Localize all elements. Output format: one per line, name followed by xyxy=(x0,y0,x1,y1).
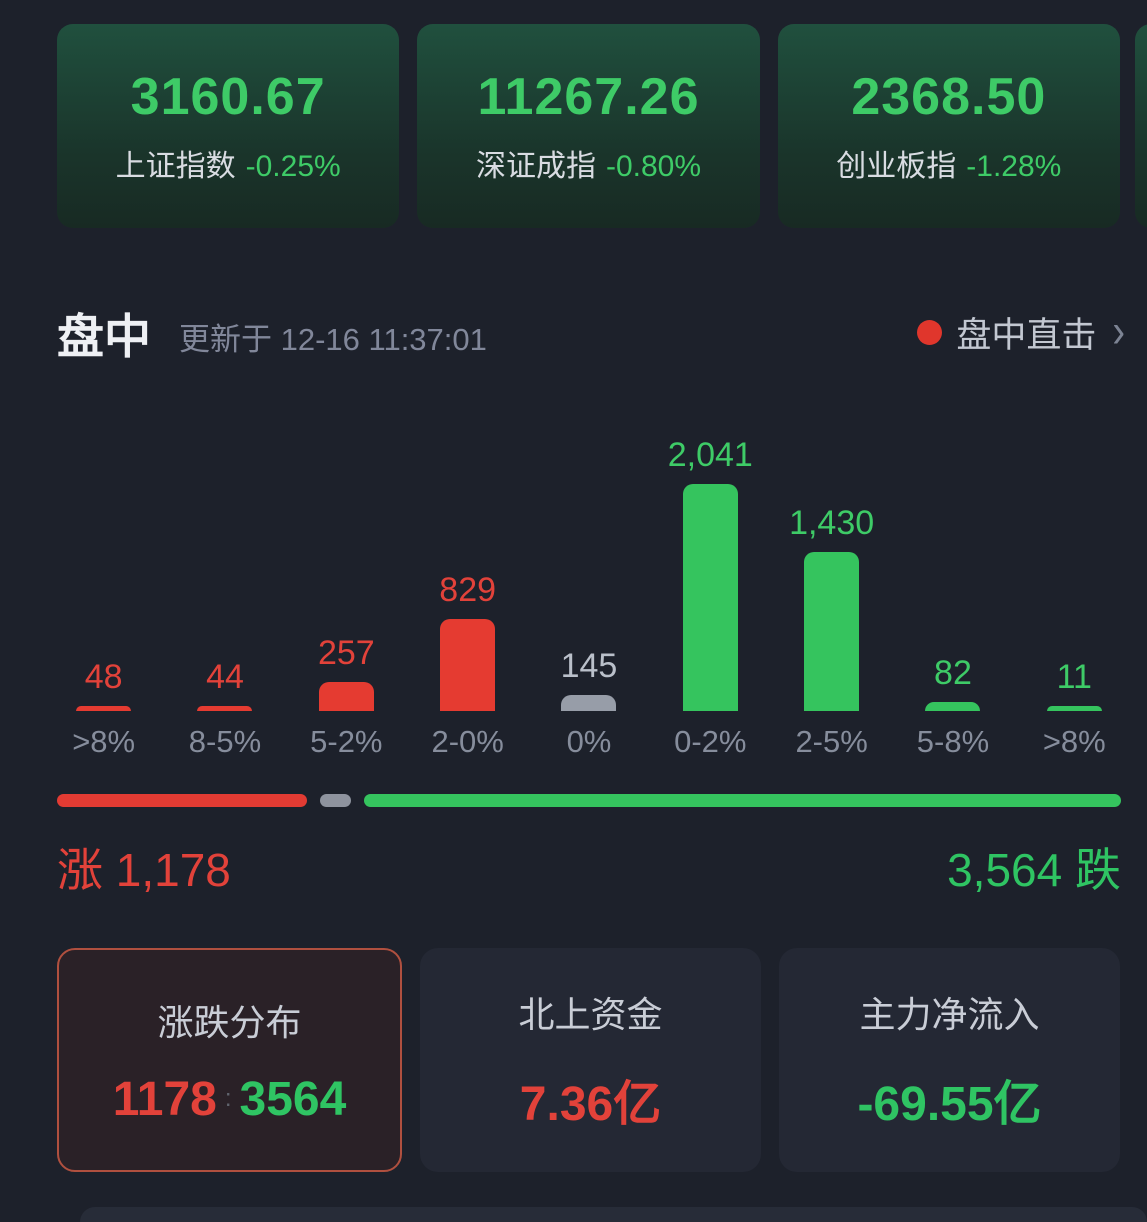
advance-decline-ratio-bar xyxy=(57,794,1121,807)
section-title: 盘中 xyxy=(57,309,151,363)
distribution-down-value: 3564 xyxy=(239,1072,347,1126)
bar-category-label: 5-8% xyxy=(916,724,990,759)
advancers-count: 涨 1,178 xyxy=(57,844,231,896)
decliners-count: 3,564 跌 xyxy=(947,844,1121,896)
bar-category-label: 2-0% xyxy=(431,724,504,759)
live-dot-icon xyxy=(917,319,943,345)
distribution-chart: 48 >8% 44 8-5% 257 5-2% 829 2-0% 145 0% 2,041 0-2% 1… xyxy=(43,425,1135,760)
bar xyxy=(1046,706,1102,711)
chart-column-2-0%: 829 2-0% xyxy=(407,425,528,760)
chevron-right-icon: › xyxy=(1112,305,1125,358)
chart-column-8-5%: 44 8-5% xyxy=(164,425,285,760)
ratio-segment-down xyxy=(364,794,1121,807)
chart-column-0-2%: 2,041 0-2% xyxy=(650,425,771,760)
bottom-panels-row: 涨跌分布 1178 : 3564 北上资金 7.36亿 主力净流入 -69.55… xyxy=(57,948,1120,1172)
panel-title: 北上资金 xyxy=(518,994,663,1035)
chart-column->8%: 11 >8% xyxy=(1014,425,1135,760)
bar-value-label: 2,041 xyxy=(667,436,753,474)
index-name: 创业板指 xyxy=(836,150,957,183)
colon-separator: : xyxy=(224,1085,232,1112)
bar-category-label: 5-2% xyxy=(310,724,383,759)
tab-main-net-inflow[interactable]: 主力净流入 -69.55亿 xyxy=(779,948,1120,1172)
chart-column-0%: 145 0% xyxy=(528,425,649,760)
bar-value-label: 44 xyxy=(206,658,244,696)
bar-value-label: 82 xyxy=(934,654,972,692)
panel-title: 涨跌分布 xyxy=(157,1001,302,1043)
summary-row: 涨 1,178 3,564 跌 xyxy=(57,838,1121,896)
bar-category-label: 2-5% xyxy=(795,724,868,759)
bar-value-label: 829 xyxy=(439,571,497,609)
live-broadcast-link[interactable]: 盘中直击 › xyxy=(917,305,1125,358)
chart-column->8%: 48 >8% xyxy=(43,425,164,760)
panel-title: 主力净流入 xyxy=(859,994,1040,1035)
bar-value-label: 11 xyxy=(1056,658,1092,696)
chart-column-5-2%: 257 5-2% xyxy=(286,425,407,760)
chart-column-5-8%: 82 5-8% xyxy=(892,425,1013,760)
section-header: 盘中 更新于 12-16 11:37:01 盘中直击 › xyxy=(57,300,1125,364)
bar xyxy=(682,484,738,711)
index-card-partial[interactable] xyxy=(1135,24,1147,228)
updated-timestamp: 更新于 12-16 11:37:01 xyxy=(179,321,487,357)
bar-category-label: 0-2% xyxy=(674,724,747,759)
northbound-value: 7.36亿 xyxy=(519,1078,662,1131)
bar-value-label: 48 xyxy=(84,658,123,696)
bar xyxy=(925,702,981,711)
index-name: 上证指数 xyxy=(115,150,236,183)
bar xyxy=(804,552,860,711)
bar-value-label: 1,430 xyxy=(789,504,875,542)
bar-category-label: >8% xyxy=(1042,724,1106,759)
index-card-chinext[interactable]: 2368.50 创业板指 -1.28% xyxy=(777,24,1120,228)
index-value: 11267.26 xyxy=(477,68,700,126)
bar-value-label: 257 xyxy=(317,634,375,672)
index-change: -0.25% xyxy=(245,150,341,183)
bar xyxy=(440,619,496,711)
bar-category-label: 8-5% xyxy=(188,724,262,759)
bar-category-label: >8% xyxy=(72,724,136,759)
ratio-segment-up xyxy=(57,794,308,807)
tab-distribution[interactable]: 涨跌分布 1178 : 3564 xyxy=(57,948,402,1172)
tab-northbound-funds[interactable]: 北上资金 7.36亿 xyxy=(420,948,761,1172)
ratio-segment-flat xyxy=(320,794,351,807)
next-section-peek xyxy=(80,1207,1147,1222)
index-name: 深证成指 xyxy=(475,150,596,183)
index-card-shenzhen[interactable]: 11267.26 深证成指 -0.80% xyxy=(417,24,760,228)
index-change: -1.28% xyxy=(966,150,1062,183)
index-cards-row: 3160.67 上证指数 -0.25% 11267.26 深证成指 -0.80%… xyxy=(57,24,1120,228)
bar xyxy=(197,706,253,711)
panel-value: 1178 : 3564 xyxy=(113,1072,347,1127)
bar xyxy=(561,695,617,711)
index-value: 2368.50 xyxy=(851,68,1047,126)
bar-value-label: 145 xyxy=(560,647,618,685)
distribution-up-value: 1178 xyxy=(112,1072,217,1126)
chart-column-2-5%: 1,430 2-5% xyxy=(771,425,892,760)
index-card-shanghai[interactable]: 3160.67 上证指数 -0.25% xyxy=(57,24,400,228)
bar xyxy=(318,682,374,711)
main-flow-value: -69.55亿 xyxy=(857,1078,1042,1131)
bar xyxy=(76,706,132,711)
live-link-label: 盘中直击 xyxy=(956,315,1097,355)
index-value: 3160.67 xyxy=(130,68,326,126)
bar-category-label: 0% xyxy=(566,724,612,759)
index-change: -0.80% xyxy=(605,150,702,183)
